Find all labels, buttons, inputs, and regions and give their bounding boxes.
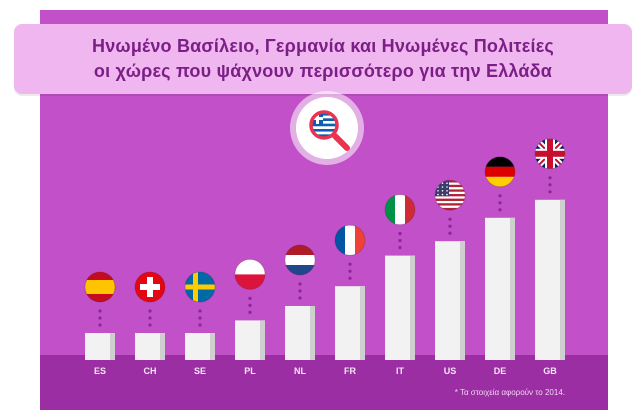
flag-se-icon xyxy=(184,271,216,303)
connector-dot xyxy=(348,276,352,280)
bar-group-nl: NL xyxy=(284,244,316,376)
connector-dot xyxy=(298,289,302,293)
bar-shade-nl xyxy=(310,306,315,360)
connector-dot xyxy=(298,282,302,286)
category-label-es: ES xyxy=(94,366,106,376)
bar-shade-gb xyxy=(560,199,565,360)
category-label-gb: GB xyxy=(543,366,557,376)
flag-us-icon xyxy=(434,179,466,211)
bar-group-gb: GB xyxy=(534,138,566,376)
flag-ch-icon xyxy=(134,271,166,303)
flag-gb-icon xyxy=(534,138,566,170)
flag-nl-icon xyxy=(284,244,316,276)
bar-shade-es xyxy=(110,333,115,360)
footnote: * Τα στοιχεία αφορούν το 2014. xyxy=(454,388,565,397)
bar-group-fr: FR xyxy=(334,224,366,376)
category-label-fr: FR xyxy=(344,366,356,376)
category-label-us: US xyxy=(444,366,457,376)
category-label-de: DE xyxy=(494,366,507,376)
bar-group-pl: PL xyxy=(234,258,266,376)
title-line-2: οι χώρες που ψάχνουν περισσότερο για την… xyxy=(93,61,553,81)
connector-dot xyxy=(398,246,402,250)
bar-group-es: ES xyxy=(84,271,116,376)
connector-dot xyxy=(148,309,152,313)
connector-dot xyxy=(398,232,402,236)
bar-shade-ch xyxy=(160,333,165,360)
bar-shade-pl xyxy=(260,320,265,360)
category-label-pl: PL xyxy=(244,366,256,376)
connector-dot xyxy=(98,316,102,320)
connector-dot xyxy=(198,316,202,320)
connector-dot xyxy=(498,201,502,205)
connector-dot xyxy=(198,309,202,313)
connector-dot xyxy=(148,316,152,320)
connector-dot xyxy=(498,208,502,212)
connector-dot xyxy=(348,262,352,266)
flag-fr-icon xyxy=(334,224,366,256)
category-label-nl: NL xyxy=(294,366,306,376)
magnifier-greek-flag-icon xyxy=(290,91,364,165)
bars-layer: ES CH SE PL NL FR IT US DE GB xyxy=(84,138,566,376)
chart-floor xyxy=(40,355,608,410)
connector-dot xyxy=(398,239,402,243)
bar-group-de: DE xyxy=(484,156,516,376)
flag-es-icon xyxy=(84,271,116,303)
connector-dot xyxy=(548,183,552,187)
connector-dot xyxy=(298,296,302,300)
bar-group-se: SE xyxy=(184,271,216,376)
title-banner: Ηνωμένο Βασίλειο, Γερμανία και Ηνωμένες … xyxy=(14,24,632,94)
bar-group-us: US xyxy=(434,179,466,376)
connector-dot xyxy=(548,176,552,180)
category-label-se: SE xyxy=(194,366,206,376)
connector-dot xyxy=(448,217,452,221)
bar-shade-fr xyxy=(360,286,365,360)
title-line-1: Ηνωμένο Βασίλειο, Γερμανία και Ηνωμένες … xyxy=(92,36,554,56)
connector-dot xyxy=(98,309,102,313)
category-label-ch: CH xyxy=(144,366,157,376)
bar-shade-us xyxy=(460,241,465,360)
category-label-it: IT xyxy=(396,366,405,376)
connector-dot xyxy=(498,194,502,198)
flag-it-icon xyxy=(384,194,416,226)
connector-dot xyxy=(448,224,452,228)
connector-dot xyxy=(448,231,452,235)
connector-dot xyxy=(98,323,102,327)
connector-dot xyxy=(148,323,152,327)
flag-pl-icon xyxy=(234,258,266,290)
bar-group-ch: CH xyxy=(134,271,166,376)
connector-dot xyxy=(348,269,352,273)
connector-dot xyxy=(198,323,202,327)
bar-group-it: IT xyxy=(384,194,416,376)
bar-shade-de xyxy=(510,217,515,360)
connector-dot xyxy=(248,296,252,300)
flag-de-icon xyxy=(484,156,516,188)
connector-dot xyxy=(548,190,552,194)
bar-shade-se xyxy=(210,333,215,360)
connector-dot xyxy=(248,303,252,307)
bar-shade-it xyxy=(410,255,415,360)
connector-dot xyxy=(248,310,252,314)
